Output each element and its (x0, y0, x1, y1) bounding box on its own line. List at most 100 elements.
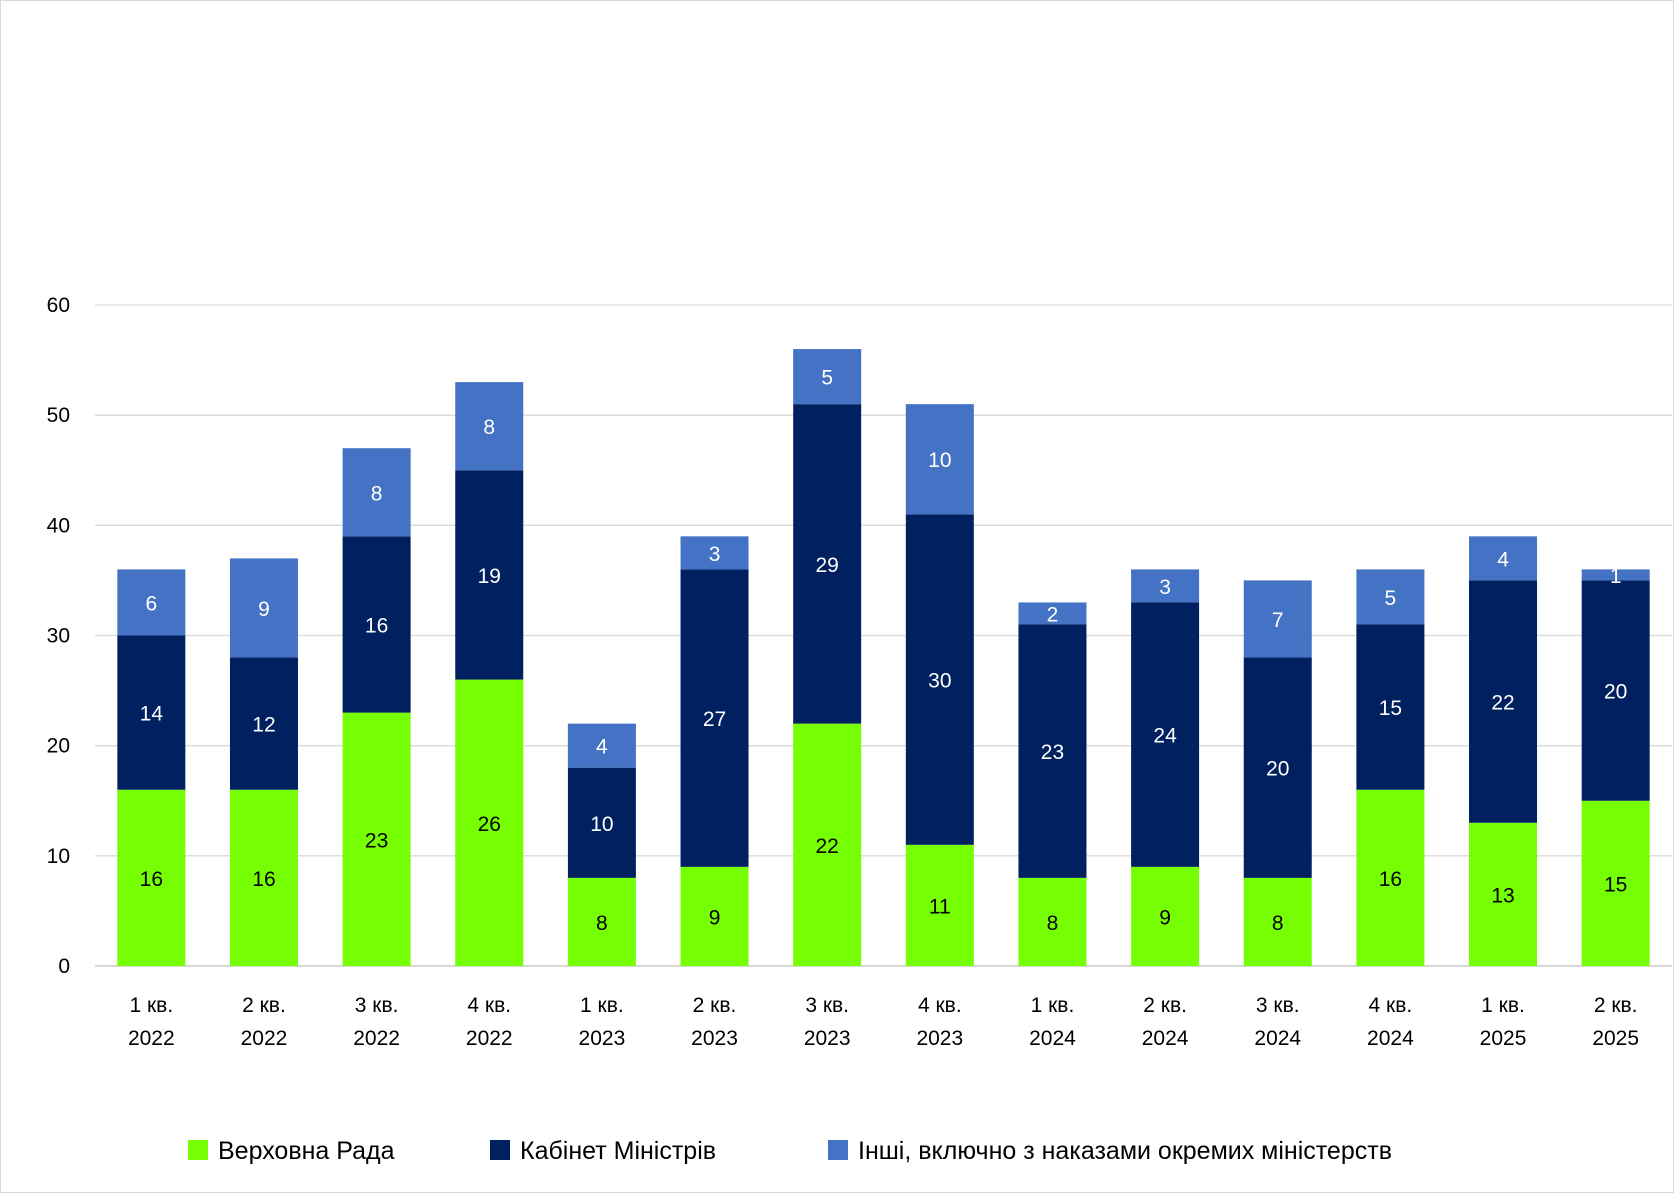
data-label: 15 (1379, 697, 1402, 720)
x-tick-label: 2 кв. (693, 994, 737, 1017)
x-tick-label: 1 кв. (1031, 994, 1075, 1017)
y-tick-label: 30 (47, 625, 70, 648)
x-tick-label: 2024 (1367, 1027, 1414, 1050)
x-tick-label: 2024 (1254, 1027, 1301, 1050)
x-tick-label: 4 кв. (1369, 994, 1413, 1017)
x-tick-label: 2022 (128, 1027, 175, 1050)
bar-segment-series-1 (1581, 800, 1650, 966)
bar-segment-series-1 (793, 723, 862, 966)
bar-segment-series-2 (342, 536, 411, 713)
x-tick-label: 3 кв. (1256, 994, 1300, 1017)
data-label: 8 (1047, 912, 1059, 935)
bar-segment-series-1 (1469, 822, 1538, 966)
bar-segment-series-1 (1018, 877, 1087, 966)
data-label: 8 (483, 416, 495, 439)
data-label: 23 (365, 829, 388, 852)
data-label: 26 (478, 813, 501, 836)
data-label: 14 (140, 703, 164, 726)
data-label: 11 (929, 895, 951, 918)
data-label: 20 (1604, 681, 1627, 704)
bar-segment-series-2 (1018, 624, 1087, 878)
y-tick-label: 20 (47, 735, 70, 758)
bar-segment-series-3 (793, 349, 862, 405)
y-tick-label: 10 (47, 845, 70, 868)
x-tick-label: 2 кв. (242, 994, 286, 1017)
x-tick-label: 2025 (1480, 1027, 1527, 1050)
data-label: 16 (252, 868, 275, 891)
data-label: 4 (1497, 548, 1509, 571)
data-label: 15 (1604, 873, 1627, 896)
bar-segment-series-3 (1131, 569, 1200, 603)
bar-segment-series-2 (680, 569, 749, 867)
bar-segment-series-2 (793, 404, 862, 724)
data-label: 12 (252, 714, 275, 737)
bar-segment-series-3 (1018, 602, 1087, 625)
bars (117, 349, 1650, 966)
bar-segment-series-3 (905, 404, 974, 515)
data-label: 22 (1491, 692, 1514, 715)
data-label: 13 (1491, 884, 1514, 907)
data-label: 7 (1272, 609, 1284, 632)
bar-segment-series-1 (905, 844, 974, 966)
data-labels: 1614616129231682619881049273222951130108… (140, 367, 1628, 935)
data-label: 5 (821, 367, 833, 390)
bar-segment-series-3 (117, 569, 186, 636)
x-tick-label: 2024 (1029, 1027, 1076, 1050)
y-tick-label: 50 (47, 404, 70, 427)
x-tick-label: 2023 (804, 1027, 851, 1050)
data-label: 8 (596, 912, 608, 935)
bar-segment-series-2 (905, 514, 974, 845)
data-label: 19 (478, 565, 501, 588)
bar-segment-series-3 (342, 448, 411, 537)
x-tick-label: 2023 (579, 1027, 626, 1050)
data-label: 8 (371, 482, 383, 505)
bar-segment-series-3 (1243, 580, 1312, 658)
legend-swatch (188, 1140, 208, 1160)
y-tick-label: 40 (47, 514, 70, 537)
data-label: 6 (145, 592, 157, 615)
data-label: 9 (258, 598, 270, 621)
bar-segment-series-1 (680, 866, 749, 966)
data-label: 10 (928, 449, 951, 472)
bar-segment-series-2 (1243, 657, 1312, 878)
bar-segment-series-2 (455, 470, 524, 680)
legend-swatch (490, 1140, 510, 1160)
data-label: 20 (1266, 758, 1289, 781)
bar-segment-series-1 (1243, 877, 1312, 966)
data-label: 22 (815, 835, 838, 858)
bar-segment-series-1 (455, 679, 524, 966)
data-label: 4 (596, 736, 608, 759)
legend-label: Кабінет Міністрів (520, 1137, 716, 1165)
bar-segment-series-2 (117, 635, 186, 790)
legend: Верховна Рада Кабінет Міністрів Інші, вклю… (188, 1137, 1392, 1165)
x-tick-label: 1 кв. (129, 994, 173, 1017)
bar-segment-series-1 (567, 877, 636, 966)
legend-swatch (828, 1140, 848, 1160)
bar-segment-series-1 (1131, 866, 1200, 966)
x-tick-label: 4 кв. (918, 994, 962, 1017)
bar-segment-series-1 (229, 789, 298, 966)
data-label: 9 (1159, 906, 1171, 929)
bar-segment-series-2 (229, 657, 298, 790)
data-label: 16 (1379, 868, 1402, 891)
bar-segment-series-2 (1356, 624, 1425, 790)
legend-label: Верховна Рада (218, 1137, 395, 1165)
bar-segment-series-3 (680, 536, 749, 570)
x-tick-label: 1 кв. (580, 994, 624, 1017)
data-label: 23 (1041, 741, 1064, 764)
x-tick-label: 2023 (916, 1027, 963, 1050)
legend-label: Інші, включно з наказами окремих міністе… (858, 1137, 1392, 1165)
data-label: 2 (1047, 603, 1059, 626)
data-label: 24 (1153, 725, 1177, 748)
x-tick-label: 4 кв. (467, 994, 511, 1017)
bar-segment-series-3 (1581, 569, 1650, 581)
gridlines (95, 304, 1672, 967)
x-tick-label: 2022 (466, 1027, 513, 1050)
data-label: 3 (709, 543, 721, 566)
bar-segment-series-2 (567, 767, 636, 878)
data-label: 3 (1159, 576, 1171, 599)
bar-segment-series-3 (1356, 569, 1425, 625)
x-tick-label: 2022 (353, 1027, 400, 1050)
data-label: 27 (703, 708, 726, 731)
